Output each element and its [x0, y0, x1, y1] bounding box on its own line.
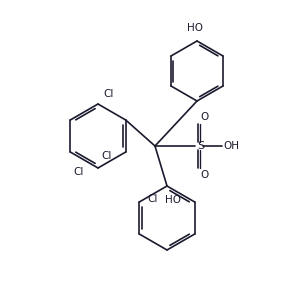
Text: Cl: Cl — [74, 167, 84, 177]
Text: Cl: Cl — [101, 151, 112, 161]
Text: HO: HO — [165, 195, 181, 205]
Text: O: O — [200, 170, 208, 180]
Text: OH: OH — [223, 141, 239, 151]
Text: O: O — [200, 112, 208, 122]
Text: Cl: Cl — [103, 89, 113, 99]
Text: Cl: Cl — [147, 194, 158, 204]
Text: HO: HO — [187, 23, 203, 33]
Text: S: S — [197, 141, 204, 151]
